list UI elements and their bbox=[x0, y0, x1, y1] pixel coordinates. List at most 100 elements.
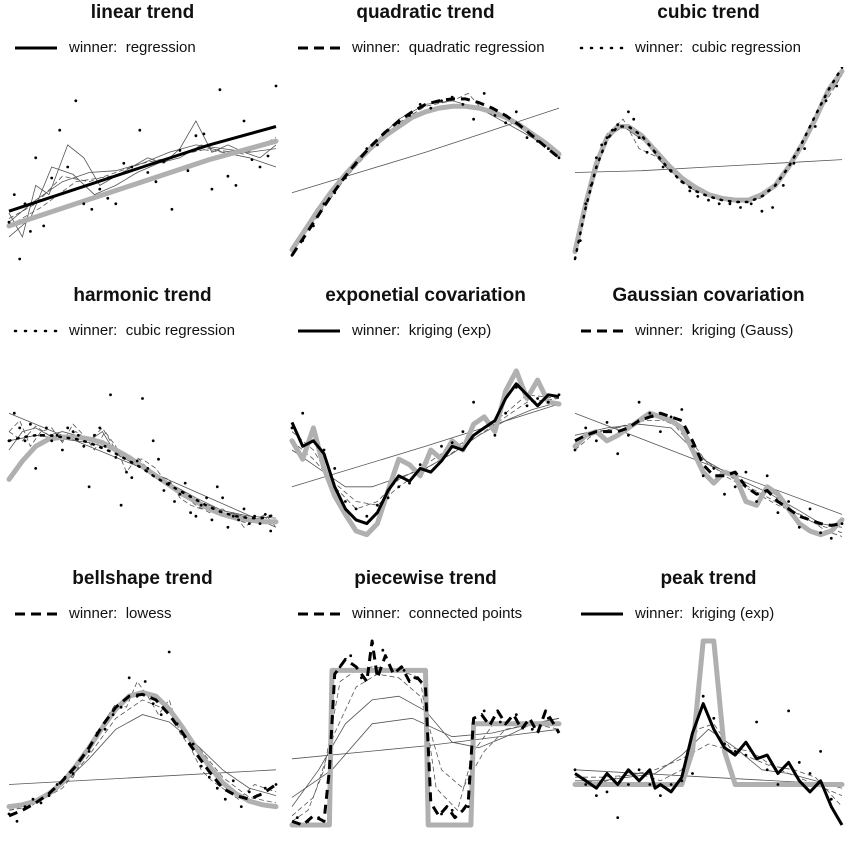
data-point bbox=[47, 794, 51, 797]
plot-area bbox=[6, 393, 279, 533]
data-point bbox=[106, 196, 110, 200]
data-point bbox=[605, 790, 609, 794]
true-trend-line bbox=[289, 368, 562, 538]
data-point bbox=[146, 467, 150, 470]
winner-fit-line bbox=[574, 411, 843, 527]
data-point bbox=[605, 136, 609, 139]
data-point bbox=[776, 783, 780, 786]
data-point bbox=[215, 485, 219, 489]
data-point bbox=[525, 136, 529, 139]
legend-prefix: winner: bbox=[69, 39, 118, 56]
data-point bbox=[792, 161, 796, 165]
data-point bbox=[119, 503, 123, 507]
data-point bbox=[840, 522, 844, 525]
legend-label: winner: kriging (exp) bbox=[635, 605, 774, 622]
data-point bbox=[82, 202, 86, 206]
data-point bbox=[207, 775, 211, 779]
data-point bbox=[648, 783, 652, 786]
other-fit-line bbox=[574, 416, 843, 534]
data-point bbox=[723, 742, 726, 746]
other-fit-line bbox=[574, 723, 843, 807]
legend-prefix: winner: bbox=[352, 605, 401, 622]
other-fit-line bbox=[291, 107, 560, 194]
data-point bbox=[829, 797, 833, 801]
data-point bbox=[525, 404, 529, 408]
data-point bbox=[365, 147, 369, 150]
data-point bbox=[733, 485, 737, 489]
data-point bbox=[157, 457, 160, 461]
data-point bbox=[653, 150, 657, 154]
legend-prefix: winner: bbox=[352, 322, 401, 339]
data-point bbox=[175, 722, 179, 726]
data-point bbox=[183, 481, 187, 485]
data-point bbox=[122, 161, 126, 165]
data-point bbox=[787, 709, 790, 713]
other-fit-line bbox=[8, 419, 277, 528]
plot-area bbox=[572, 67, 845, 261]
data-point bbox=[733, 750, 737, 753]
data-point bbox=[408, 114, 411, 117]
data-point bbox=[98, 187, 102, 191]
data-point bbox=[301, 411, 305, 415]
data-point bbox=[18, 257, 22, 261]
legend-line-sample bbox=[298, 329, 340, 333]
data-point bbox=[696, 195, 700, 198]
data-point bbox=[61, 448, 64, 452]
data-point bbox=[402, 669, 406, 672]
chart-panel: piecewise trend winner: connected points bbox=[284, 567, 567, 850]
legend: winner: kriging (Gauss) bbox=[577, 320, 847, 342]
data-point bbox=[119, 705, 123, 709]
true-trend-line bbox=[289, 103, 562, 253]
data-point bbox=[109, 393, 112, 397]
chart-panel: cubic trend winner: cubic regression bbox=[567, 1, 850, 284]
other-fit-line bbox=[574, 423, 843, 528]
other-fit-line bbox=[8, 144, 277, 223]
chart-panel: linear trend winner: regression bbox=[1, 1, 284, 284]
winner-fit-line bbox=[291, 639, 561, 827]
data-point bbox=[429, 106, 433, 110]
legend-prefix: winner: bbox=[352, 39, 401, 56]
data-point bbox=[466, 805, 470, 808]
data-point bbox=[58, 128, 62, 132]
panel-title: peak trend bbox=[660, 568, 757, 589]
data-point bbox=[381, 648, 385, 652]
data-point bbox=[39, 433, 43, 437]
data-point bbox=[29, 230, 32, 233]
data-point bbox=[170, 207, 174, 211]
data-point bbox=[202, 132, 206, 136]
legend-prefix: winner: bbox=[69, 605, 118, 622]
data-point bbox=[111, 713, 115, 716]
data-point bbox=[274, 783, 278, 786]
legend-line-sample bbox=[298, 612, 340, 616]
panel-title: linear trend bbox=[90, 2, 195, 23]
legend: winner: kriging (exp) bbox=[577, 603, 847, 625]
data-point bbox=[71, 430, 75, 433]
chart-panel: bellshape trend winner: lowess bbox=[1, 567, 284, 850]
data-point bbox=[691, 772, 694, 775]
data-point bbox=[66, 426, 70, 430]
other-fit-line bbox=[574, 159, 843, 173]
data-point bbox=[557, 156, 561, 160]
data-point bbox=[760, 209, 764, 213]
data-point bbox=[514, 713, 518, 716]
data-point bbox=[648, 411, 652, 415]
data-point bbox=[31, 797, 35, 801]
data-point bbox=[63, 775, 67, 779]
legend-label: winner: quadratic regression bbox=[352, 39, 545, 56]
data-point bbox=[797, 525, 801, 529]
data-point bbox=[205, 496, 209, 500]
true-trend-line bbox=[572, 638, 845, 787]
data-point bbox=[584, 783, 588, 786]
data-point bbox=[12, 193, 16, 196]
data-point bbox=[258, 522, 262, 525]
data-point bbox=[191, 742, 195, 746]
data-point bbox=[712, 467, 716, 470]
legend-winner: kriging (Gauss) bbox=[691, 322, 794, 339]
true-trend-line bbox=[6, 434, 279, 525]
other-fit-line bbox=[574, 74, 843, 254]
data-point bbox=[573, 768, 577, 772]
data-point bbox=[194, 134, 198, 138]
data-point bbox=[595, 156, 598, 160]
legend-winner: cubic regression bbox=[125, 322, 235, 339]
data-point bbox=[514, 110, 518, 114]
